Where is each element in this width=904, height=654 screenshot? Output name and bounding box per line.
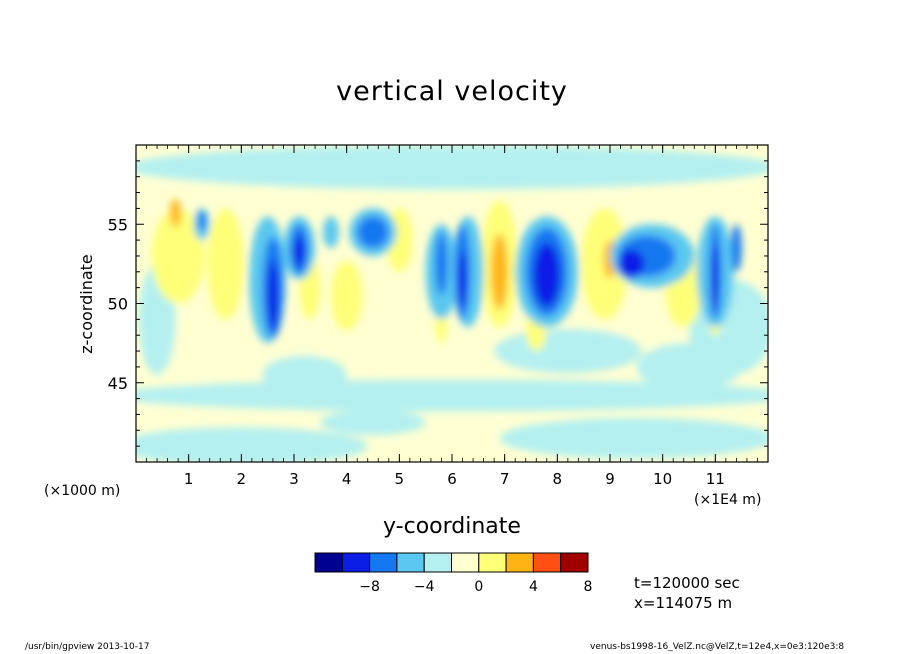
footer-right: venus-bs1998-16_VelZ.nc@VelZ,t=12e4,x=0e… [590, 642, 845, 652]
x-tick-label: 7 [500, 470, 510, 488]
time-annotation: t=120000 sec [634, 574, 740, 592]
field-blobs [136, 145, 768, 462]
chart-title: vertical velocity [336, 76, 568, 107]
field-blob [490, 233, 508, 310]
x-tick-label: 3 [289, 470, 299, 488]
x-tick-label: 1 [184, 470, 194, 488]
field-blob [636, 343, 742, 391]
colorbar-swatch [532, 552, 562, 573]
field-blob [458, 251, 467, 309]
field-blob [151, 208, 205, 304]
field-blob [294, 235, 305, 268]
colorbar-tick-label: −8 [359, 579, 380, 595]
colorbar-swatch [451, 552, 480, 573]
colorbar: −8 −4 0 4 8 [314, 552, 593, 595]
y-axis-label: z-coordinate [77, 254, 96, 354]
colorbar-tick-label: 4 [529, 579, 538, 595]
field-blob [435, 232, 448, 296]
field-blob [262, 355, 347, 394]
field-blob [322, 216, 339, 249]
x-tick-label: 6 [447, 470, 457, 488]
footer-left: /usr/bin/gpview 2013-10-17 [25, 642, 150, 652]
colorbar-swatch [314, 552, 343, 573]
x-tick-label: 8 [553, 470, 563, 488]
field-blob [499, 417, 768, 459]
y-tick-label: 55 [108, 215, 128, 234]
field-blob [330, 260, 363, 331]
field-blob [320, 409, 426, 436]
x-axis-label: y-coordinate [383, 514, 521, 539]
field-blob [207, 208, 244, 320]
field-blob [731, 224, 742, 272]
field-blob [617, 249, 645, 279]
x-tick-label: 9 [605, 470, 615, 488]
field-blob [494, 328, 642, 374]
colorbar-swatch [396, 552, 425, 573]
colorbar-swatch [369, 552, 398, 573]
velocity-field [136, 145, 768, 462]
x-tick-label: 5 [395, 470, 405, 488]
x-tick-label: 4 [342, 470, 352, 488]
y-tick-label: 45 [108, 374, 128, 393]
colorbar-swatch [341, 552, 371, 573]
colorbar-tick-label: −4 [414, 579, 435, 595]
field-blob [170, 198, 181, 228]
x-tick-label: 11 [706, 470, 725, 488]
x-tick-label: 2 [237, 470, 247, 488]
field-blob [357, 216, 389, 249]
colorbar-swatch [560, 552, 589, 573]
colorbar-tick-label: 0 [474, 579, 483, 595]
field-blob [136, 427, 368, 462]
colorbar-swatch [478, 552, 507, 573]
field-blob [712, 244, 719, 315]
colorbar-tick-label: 8 [584, 579, 593, 595]
x-tick-label: 10 [653, 470, 672, 488]
field-blob [136, 145, 768, 190]
field-blob [533, 243, 560, 307]
y-tick-label: 50 [108, 295, 128, 314]
x-unit-left: (×1000 m) [44, 483, 121, 499]
field-blob [197, 211, 207, 231]
field-blob [267, 260, 279, 331]
colorbar-swatch [423, 552, 453, 573]
colorbar-swatch [505, 552, 534, 573]
position-annotation: x=114075 m [634, 594, 733, 612]
x-unit-right: (×1E4 m) [694, 492, 762, 508]
